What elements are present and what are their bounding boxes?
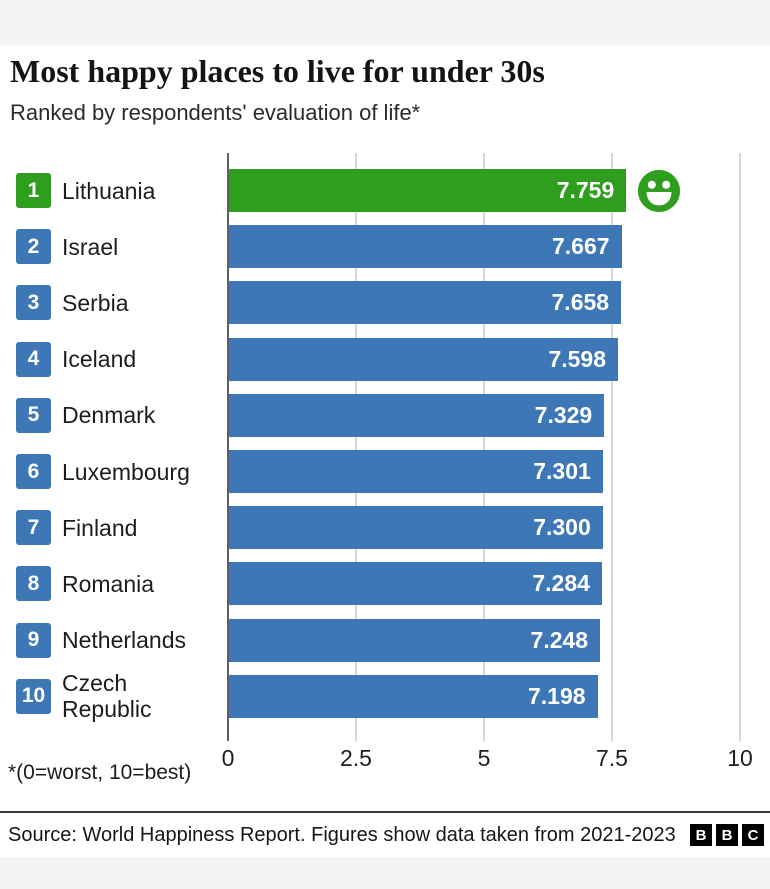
country-label: Czech Republic: [62, 670, 152, 723]
value-label: 7.598: [548, 345, 607, 372]
rank-badge: 4: [16, 341, 51, 377]
x-axis-tick-label: 5: [477, 745, 491, 771]
chart-row: 1 Lithuania 7.759: [0, 169, 770, 213]
footer-divider: [0, 811, 770, 813]
country-label: Romania: [62, 570, 155, 597]
chart-title: Most happy places to live for under 30s: [10, 53, 545, 89]
value-label: 7.198: [527, 682, 586, 709]
gridline: [611, 153, 613, 741]
value-bar: 7.198: [229, 674, 598, 718]
value-label: 7.248: [530, 626, 589, 653]
chart-row: 6 Luxembourg 7.301: [0, 450, 770, 493]
gridline: [355, 153, 357, 741]
value-label: 7.301: [533, 458, 591, 484]
value-bar: 7.284: [229, 562, 602, 606]
footer: Source: World Happiness Report. Figures …: [0, 813, 770, 857]
chart-footnote: *(0=worst, 10=best): [8, 761, 192, 784]
chart-row: 4 Iceland 7.598: [0, 337, 770, 381]
value-label: 7.284: [532, 570, 590, 597]
chart-area: 0 2.5 5 7.5 10 1 Lithuania 7.759 2 Israel 7.667 3 Se…: [0, 153, 770, 771]
x-axis-tick-label: 2.5: [340, 745, 372, 771]
chart-row: 3 Serbia 7.658: [0, 281, 770, 325]
rank-badge: 5: [16, 397, 51, 433]
chart-subtitle: Ranked by respondents' evaluation of lif…: [10, 100, 421, 125]
rank-badge: 7: [16, 510, 51, 546]
rank-badge: 1: [16, 173, 51, 208]
x-axis-tick-label: 7.5: [596, 745, 628, 771]
country-label: Lithuania: [62, 177, 156, 204]
value-label: 7.658: [551, 289, 610, 316]
value-bar: 7.300: [229, 506, 603, 550]
rank-badge: 8: [16, 566, 51, 602]
value-label: 7.667: [551, 233, 610, 260]
bbc-logo-block: C: [742, 824, 764, 846]
country-label: Serbia: [62, 289, 129, 316]
value-bar: 7.301: [229, 450, 603, 493]
rank-badge: 3: [16, 285, 51, 321]
chart-row: 2 Israel 7.667: [0, 225, 770, 269]
rank-badge: 9: [16, 622, 51, 658]
value-bar: 7.667: [229, 225, 622, 269]
country-label: Denmark: [62, 402, 156, 429]
country-label: Iceland: [62, 346, 137, 373]
value-label: 7.759: [556, 177, 615, 203]
value-bar: 7.598: [229, 337, 619, 381]
value-label: 7.300: [533, 514, 591, 541]
chart-row: 5 Denmark 7.329: [0, 393, 770, 437]
smiley-face-icon: [636, 168, 682, 219]
rank-badge: 6: [16, 454, 51, 489]
gridline: [483, 153, 485, 741]
value-label: 7.329: [534, 401, 593, 428]
value-bar: 7.329: [229, 393, 605, 437]
chart-card: Most happy places to live for under 30s …: [0, 45, 770, 857]
chart-row: 8 Romania 7.284: [0, 562, 770, 606]
rank-badge: 2: [16, 229, 51, 265]
country-label: Luxembourg: [62, 458, 190, 485]
gridline: [739, 153, 741, 741]
bbc-logo-block: B: [716, 824, 738, 846]
x-axis-tick-label: 10: [727, 745, 753, 771]
value-bar: 7.759: [229, 169, 627, 212]
chart-row: 9 Netherlands 7.248: [0, 618, 770, 662]
chart-row: 10 Czech Republic 7.198: [0, 670, 770, 723]
country-label: Israel: [62, 233, 119, 260]
country-label: Netherlands: [62, 627, 187, 654]
x-axis-tick-label: 0: [221, 745, 235, 771]
zero-axis-line: [227, 153, 229, 741]
rank-badge: 10: [16, 678, 51, 714]
value-bar: 7.248: [229, 618, 601, 662]
chart-row: 7 Finland 7.300: [0, 506, 770, 550]
value-bar: 7.658: [229, 281, 622, 325]
country-label: Finland: [62, 514, 138, 541]
source-text: Source: World Happiness Report. Figures …: [8, 823, 676, 846]
bbc-logo-block: B: [690, 824, 712, 846]
